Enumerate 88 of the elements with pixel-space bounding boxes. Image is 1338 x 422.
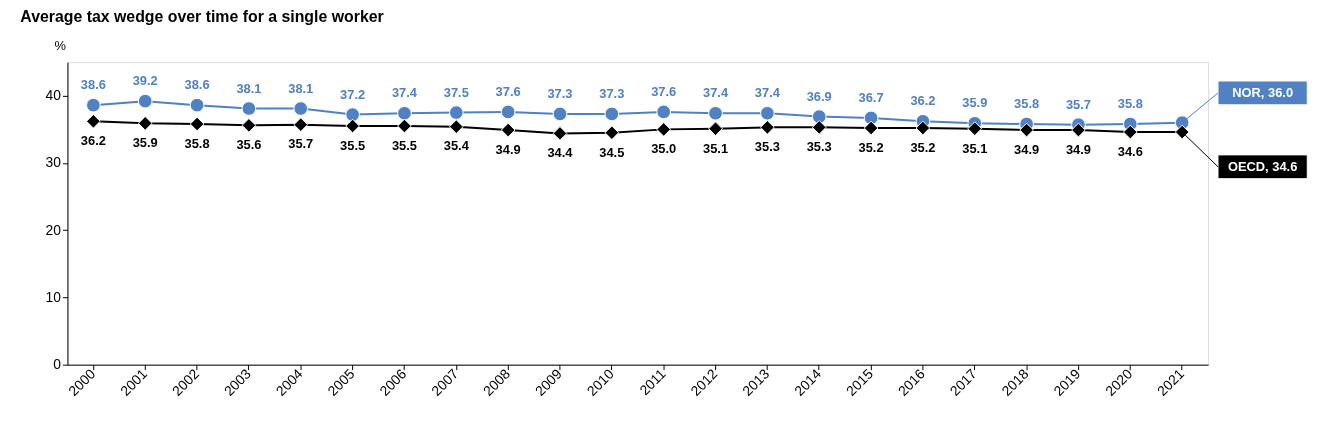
data-label: 35.1 xyxy=(703,140,729,156)
y-axis-title: % xyxy=(54,37,66,53)
data-label: 36.2 xyxy=(910,93,936,109)
point xyxy=(137,115,153,131)
data-label: 34.9 xyxy=(1065,141,1091,157)
point xyxy=(915,120,931,136)
point xyxy=(86,97,101,113)
data-label: 38.1 xyxy=(288,80,314,96)
data-label: 34.9 xyxy=(1014,141,1040,157)
data-label: 35.7 xyxy=(288,136,314,152)
y-tick-label: 10 xyxy=(45,288,62,305)
data-label: 35.1 xyxy=(962,140,988,156)
data-label: 35.2 xyxy=(858,139,884,155)
data-label: 35.5 xyxy=(391,137,417,153)
data-label: 35.2 xyxy=(910,139,936,155)
point xyxy=(345,118,360,134)
data-label: 35.5 xyxy=(340,137,366,153)
data-label: 37.4 xyxy=(754,85,781,101)
data-label: 35.7 xyxy=(1065,96,1091,112)
data-label: 38.6 xyxy=(184,77,210,93)
data-label: 34.9 xyxy=(495,141,521,157)
point xyxy=(552,126,568,141)
data-label: 35.9 xyxy=(132,135,158,151)
data-label: 36.7 xyxy=(858,90,884,106)
point xyxy=(448,119,464,135)
point xyxy=(708,121,723,137)
data-label: 34.6 xyxy=(1117,143,1143,159)
point xyxy=(397,118,412,134)
data-label: 35.4 xyxy=(443,138,470,154)
data-label: 34.5 xyxy=(599,144,625,160)
point xyxy=(1071,122,1086,138)
point xyxy=(760,105,775,121)
point xyxy=(604,125,620,141)
point xyxy=(189,97,205,113)
point xyxy=(811,120,827,135)
data-label: 37.4 xyxy=(703,85,729,101)
data-label: 36.9 xyxy=(806,88,832,104)
data-label: 37.3 xyxy=(547,86,573,102)
data-label: 34.4 xyxy=(547,145,574,161)
point xyxy=(397,105,412,121)
point xyxy=(86,113,101,129)
point xyxy=(500,122,516,138)
point xyxy=(1122,124,1138,140)
point xyxy=(448,105,464,120)
point xyxy=(967,121,983,137)
point xyxy=(241,101,257,116)
point xyxy=(293,101,309,116)
data-label: 39.2 xyxy=(132,73,158,89)
data-label: 36.2 xyxy=(80,133,106,149)
data-label: 35.9 xyxy=(962,95,988,111)
data-label: 35.8 xyxy=(184,135,210,151)
data-label: 35.8 xyxy=(1117,96,1143,112)
point xyxy=(1174,124,1190,140)
data-label: 38.6 xyxy=(80,77,106,93)
point xyxy=(811,109,827,124)
point xyxy=(863,120,879,136)
data-label: 35.3 xyxy=(754,139,780,155)
data-label: 37.5 xyxy=(443,84,469,100)
point xyxy=(189,116,205,132)
data-label: 37.4 xyxy=(391,85,418,101)
data-label: 37.6 xyxy=(495,84,521,100)
data-label: 38.1 xyxy=(236,80,262,96)
point xyxy=(552,106,568,122)
point xyxy=(708,105,723,121)
chart-title: Average tax wedge over time for a single worker xyxy=(20,8,384,26)
data-label: 37.6 xyxy=(651,84,677,100)
y-tick-label: 40 xyxy=(45,87,62,104)
point xyxy=(604,106,620,122)
data-label: 37.3 xyxy=(599,86,625,102)
y-tick-label: 20 xyxy=(45,221,62,238)
point xyxy=(656,122,672,137)
y-tick-label: 30 xyxy=(45,154,62,171)
data-label: 35.6 xyxy=(236,137,262,153)
point xyxy=(760,120,775,135)
annotation: NOR, 36.0 xyxy=(1232,84,1294,100)
y-tick-label: 0 xyxy=(53,356,62,373)
point xyxy=(500,104,516,120)
data-label: 35.0 xyxy=(651,141,677,157)
data-label: 35.8 xyxy=(1014,96,1040,112)
annotation: OECD, 34.6 xyxy=(1227,158,1298,174)
point xyxy=(656,104,672,120)
point xyxy=(137,93,153,109)
data-label: 37.2 xyxy=(340,86,366,102)
point xyxy=(1019,122,1034,138)
point xyxy=(345,107,360,122)
point xyxy=(293,117,309,133)
point xyxy=(241,118,257,133)
data-label: 35.3 xyxy=(806,139,832,155)
